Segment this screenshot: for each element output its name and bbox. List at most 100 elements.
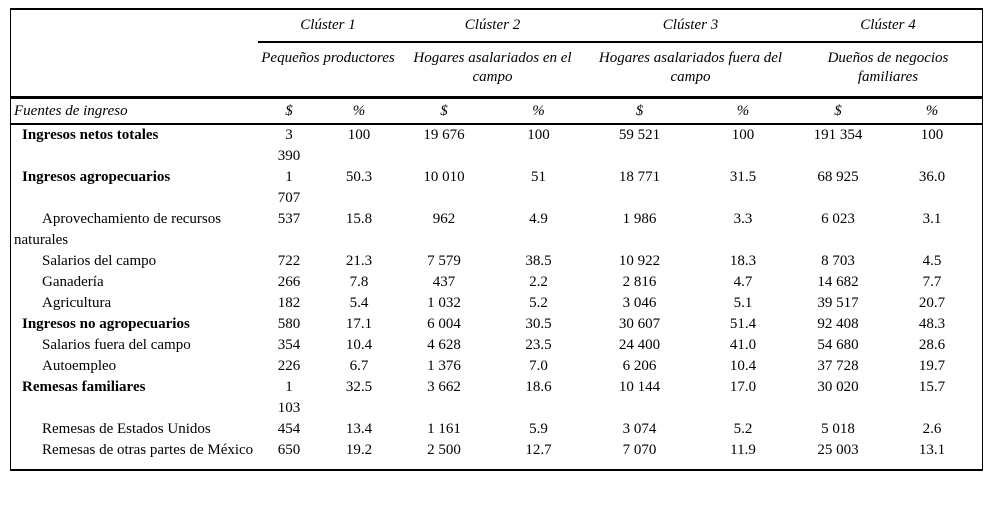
row-label: Salarios fuera del campo [42, 337, 191, 353]
dollar-header: $ [587, 97, 692, 125]
value-cell: 7 579 [427, 253, 461, 269]
value-cell: 537 [258, 209, 320, 251]
value-cell: 7.7 [922, 274, 942, 290]
value-cell: 18.6 [525, 379, 552, 395]
table-row: Remesas de Estados Unidos 454 13.4 1 161 5.… [11, 419, 982, 440]
value-cell: 48.3 [918, 316, 946, 332]
percent-header: % [320, 97, 398, 125]
row-label: Ingresos netos totales [22, 127, 159, 143]
cluster-4-header: Clúster 4 [794, 10, 982, 43]
value-cell: 10 010 [423, 169, 465, 185]
table-body: Ingresos netos totales 3 390 100 19 676 100… [11, 124, 982, 469]
value-cell: 1 103 [258, 377, 320, 419]
value-cell: 38.5 [525, 253, 552, 269]
percent-header: % [882, 97, 982, 125]
value-cell: 18 771 [618, 169, 661, 185]
row-header-label: Fuentes de ingreso [11, 97, 258, 125]
table-row: Salarios fuera del campo 354 10.4 4 628 23.… [11, 335, 982, 356]
dollar-header: $ [398, 97, 490, 125]
value-cell: 19.7 [918, 358, 946, 374]
value-cell: 30 607 [618, 316, 661, 332]
value-cell: 6.7 [349, 358, 369, 374]
value-cell: 19.2 [345, 442, 373, 458]
percent-header: % [692, 97, 794, 125]
row-label: Remesas de Estados Unidos [42, 421, 211, 437]
value-cell: 11.9 [730, 442, 756, 458]
cluster-2-header: Clúster 2 [398, 10, 587, 43]
row-label: Remesas de otras partes de México [42, 442, 254, 458]
value-cell: 17.1 [345, 316, 373, 332]
cluster-1-subtitle: Pequeños productores [258, 42, 398, 99]
value-cell: 8 703 [821, 253, 855, 269]
value-cell: 226 [258, 356, 320, 377]
value-cell: 650 [258, 440, 320, 461]
value-cell: 54 680 [817, 337, 859, 353]
value-cell: 51.4 [729, 316, 757, 332]
table-row: Aprovechamiento de recursos naturales 53… [11, 209, 982, 251]
value-cell: 1 986 [622, 211, 657, 227]
corner-cell [11, 10, 258, 42]
cluster-1-header: Clúster 1 [258, 10, 398, 43]
value-cell: 580 [258, 314, 320, 335]
value-cell: 5.2 [529, 295, 548, 311]
value-text: 226 [277, 358, 301, 374]
table-row: Remesas de otras partes de México 650 19.… [11, 440, 982, 461]
value-cell: 21.3 [345, 253, 373, 269]
row-label: Autoempleo [42, 358, 117, 374]
value-cell: 39 517 [817, 295, 859, 311]
value-cell: 15.7 [918, 379, 946, 395]
value-cell: 23.5 [525, 337, 552, 353]
value-cell: 5.9 [529, 421, 548, 437]
value-cell: 100 [527, 127, 550, 143]
cluster-4-subtitle: Dueños de negocios familiares [794, 42, 982, 99]
value-cell: 7 070 [622, 442, 657, 458]
value-cell: 10.4 [729, 358, 757, 374]
value-cell: 182 [258, 293, 320, 314]
value-cell: 3 046 [622, 295, 657, 311]
value-cell: 5.1 [733, 295, 753, 311]
value-cell: 25 003 [817, 442, 859, 458]
value-cell: 12.7 [525, 442, 552, 458]
value-cell: 15.8 [345, 211, 373, 227]
value-cell: 100 [347, 127, 371, 143]
corner-cell [11, 42, 258, 99]
table-row: Ingresos no agropecuarios 580 17.1 6 004 30… [11, 314, 982, 335]
value-cell: 24 400 [618, 337, 661, 353]
value-cell: 68 925 [817, 169, 859, 185]
value-cell: 19 676 [423, 127, 465, 143]
value-cell: 3 662 [427, 379, 461, 395]
table-row: Salarios del campo 722 21.3 7 579 38.5 10 92… [11, 251, 982, 272]
cluster-3-subtitle: Hogares asalariados fuera del campo [587, 42, 794, 99]
value-cell: 5 018 [821, 421, 855, 437]
cluster-subtitle-row: Pequeños productores Hogares asalariados… [11, 42, 982, 99]
value-cell: 266 [258, 272, 320, 293]
table-row: Ingresos agropecuarios 1 707 50.3 10 010 51… [11, 167, 982, 209]
income-sources-table: Clúster 1 Clúster 2 Clúster 3 Clúster 4 … [11, 10, 982, 469]
value-text: 182 [277, 295, 301, 311]
value-cell: 4.7 [733, 274, 753, 290]
value-cell: 20.7 [918, 295, 946, 311]
value-cell: 354 [258, 335, 320, 356]
table-row: Autoempleo 226 6.7 1 376 7.0 6 206 10.4 37 728… [11, 356, 982, 377]
bottom-spacer [11, 461, 982, 469]
value-cell: 4.5 [922, 253, 942, 269]
value-cell: 6 023 [821, 211, 855, 227]
value-cell: 59 521 [618, 127, 661, 143]
value-cell: 454 [258, 419, 320, 440]
value-text: 722 [277, 253, 301, 269]
value-cell: 18.3 [729, 253, 757, 269]
percent-header: % [490, 97, 587, 125]
value-cell: 2.2 [529, 274, 548, 290]
table-row: Ingresos netos totales 3 390 100 19 676 100… [11, 124, 982, 167]
value-cell: 7.0 [529, 358, 548, 374]
value-cell: 3.1 [922, 211, 942, 227]
value-cell: 5.2 [733, 421, 753, 437]
table-row: Remesas familiares 1 103 32.5 3 662 18.6 10 … [11, 377, 982, 419]
value-cell: 1 707 [258, 167, 320, 209]
value-cell: 13.1 [918, 442, 946, 458]
value-cell: 3.3 [733, 211, 753, 227]
row-label: Agricultura [42, 295, 112, 311]
value-cell: 10.4 [345, 337, 373, 353]
cluster-2-subtitle: Hogares asalariados en el campo [398, 42, 587, 99]
value-cell: 962 [432, 211, 456, 227]
